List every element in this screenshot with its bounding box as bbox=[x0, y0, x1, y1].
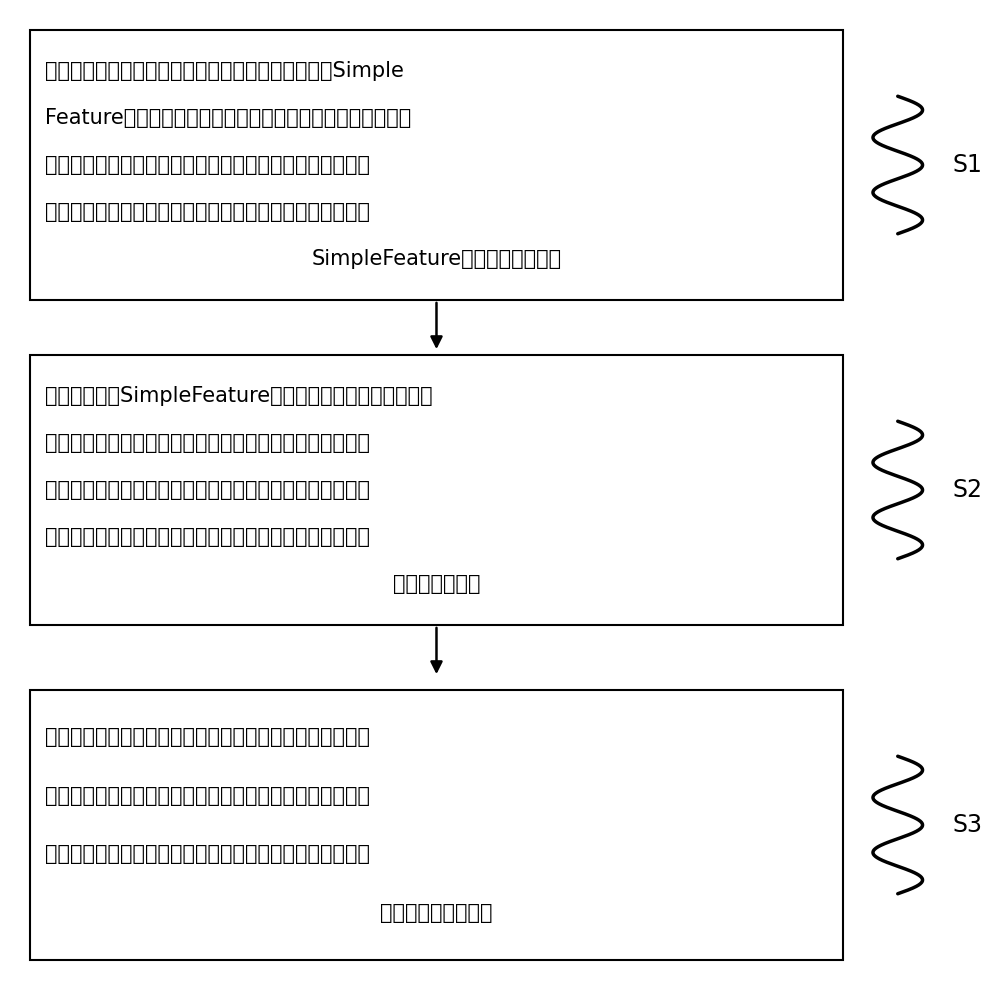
Text: S2: S2 bbox=[952, 478, 982, 502]
Text: 获取地块矢量数据中地类编码字段值属于非农用地的地块矢: 获取地块矢量数据中地类编码字段值属于非农用地的地块矢 bbox=[45, 727, 370, 747]
Bar bbox=[30, 355, 843, 625]
Text: 数据进行规范性检查，对符合规范性检测要求的矢量数据进: 数据进行规范性检查，对符合规范性检测要求的矢量数据进 bbox=[45, 155, 370, 175]
Text: SimpleFeature集合合规矢量数据: SimpleFeature集合合规矢量数据 bbox=[311, 249, 561, 269]
Text: S1: S1 bbox=[952, 153, 982, 177]
Text: 量数据后进行合并，得到非农用地矢量数据，在农用地块矢: 量数据后进行合并，得到非农用地矢量数据，在农用地块矢 bbox=[45, 786, 370, 806]
Bar bbox=[30, 30, 843, 300]
Text: 行重新存储、中文编码和图斑数据提取操作后得到整个项目: 行重新存储、中文编码和图斑数据提取操作后得到整个项目 bbox=[45, 202, 370, 222]
Text: Feature集合，按结构表字段格式要求对各矢量数据的数据表: Feature集合，按结构表字段格式要求对各矢量数据的数据表 bbox=[45, 108, 411, 128]
Text: 字段值的地块进行面积统计和图斑合并，得到农用地面积和: 字段值的地块进行面积统计和图斑合并，得到农用地面积和 bbox=[45, 527, 370, 547]
Text: 量数据中减去非农用地矢量数据，得到输出开天窗矢量数据: 量数据中减去非农用地矢量数据，得到输出开天窗矢量数据 bbox=[45, 844, 370, 864]
Text: ，作为地块备案数据: ，作为地块备案数据 bbox=[380, 903, 493, 923]
Text: 的矢量数据分组后合并，得到地块矢量数据，获取地块矢量: 的矢量数据分组后合并，得到地块矢量数据，获取地块矢量 bbox=[45, 433, 370, 453]
Text: 获取整个项目SimpleFeature集合中，地块编号字段值相同: 获取整个项目SimpleFeature集合中，地块编号字段值相同 bbox=[45, 386, 433, 406]
Text: S3: S3 bbox=[952, 813, 982, 837]
Text: 农用地矢量数据: 农用地矢量数据 bbox=[393, 574, 480, 594]
Bar bbox=[30, 690, 843, 960]
Text: 用户上传待备案项目矢量数据，同时生成整个项目的Simple: 用户上传待备案项目矢量数据，同时生成整个项目的Simple bbox=[45, 61, 404, 81]
Text: 数据的地类编码字段值，对各地块中所含相同农用地类编码: 数据的地类编码字段值，对各地块中所含相同农用地类编码 bbox=[45, 480, 370, 500]
